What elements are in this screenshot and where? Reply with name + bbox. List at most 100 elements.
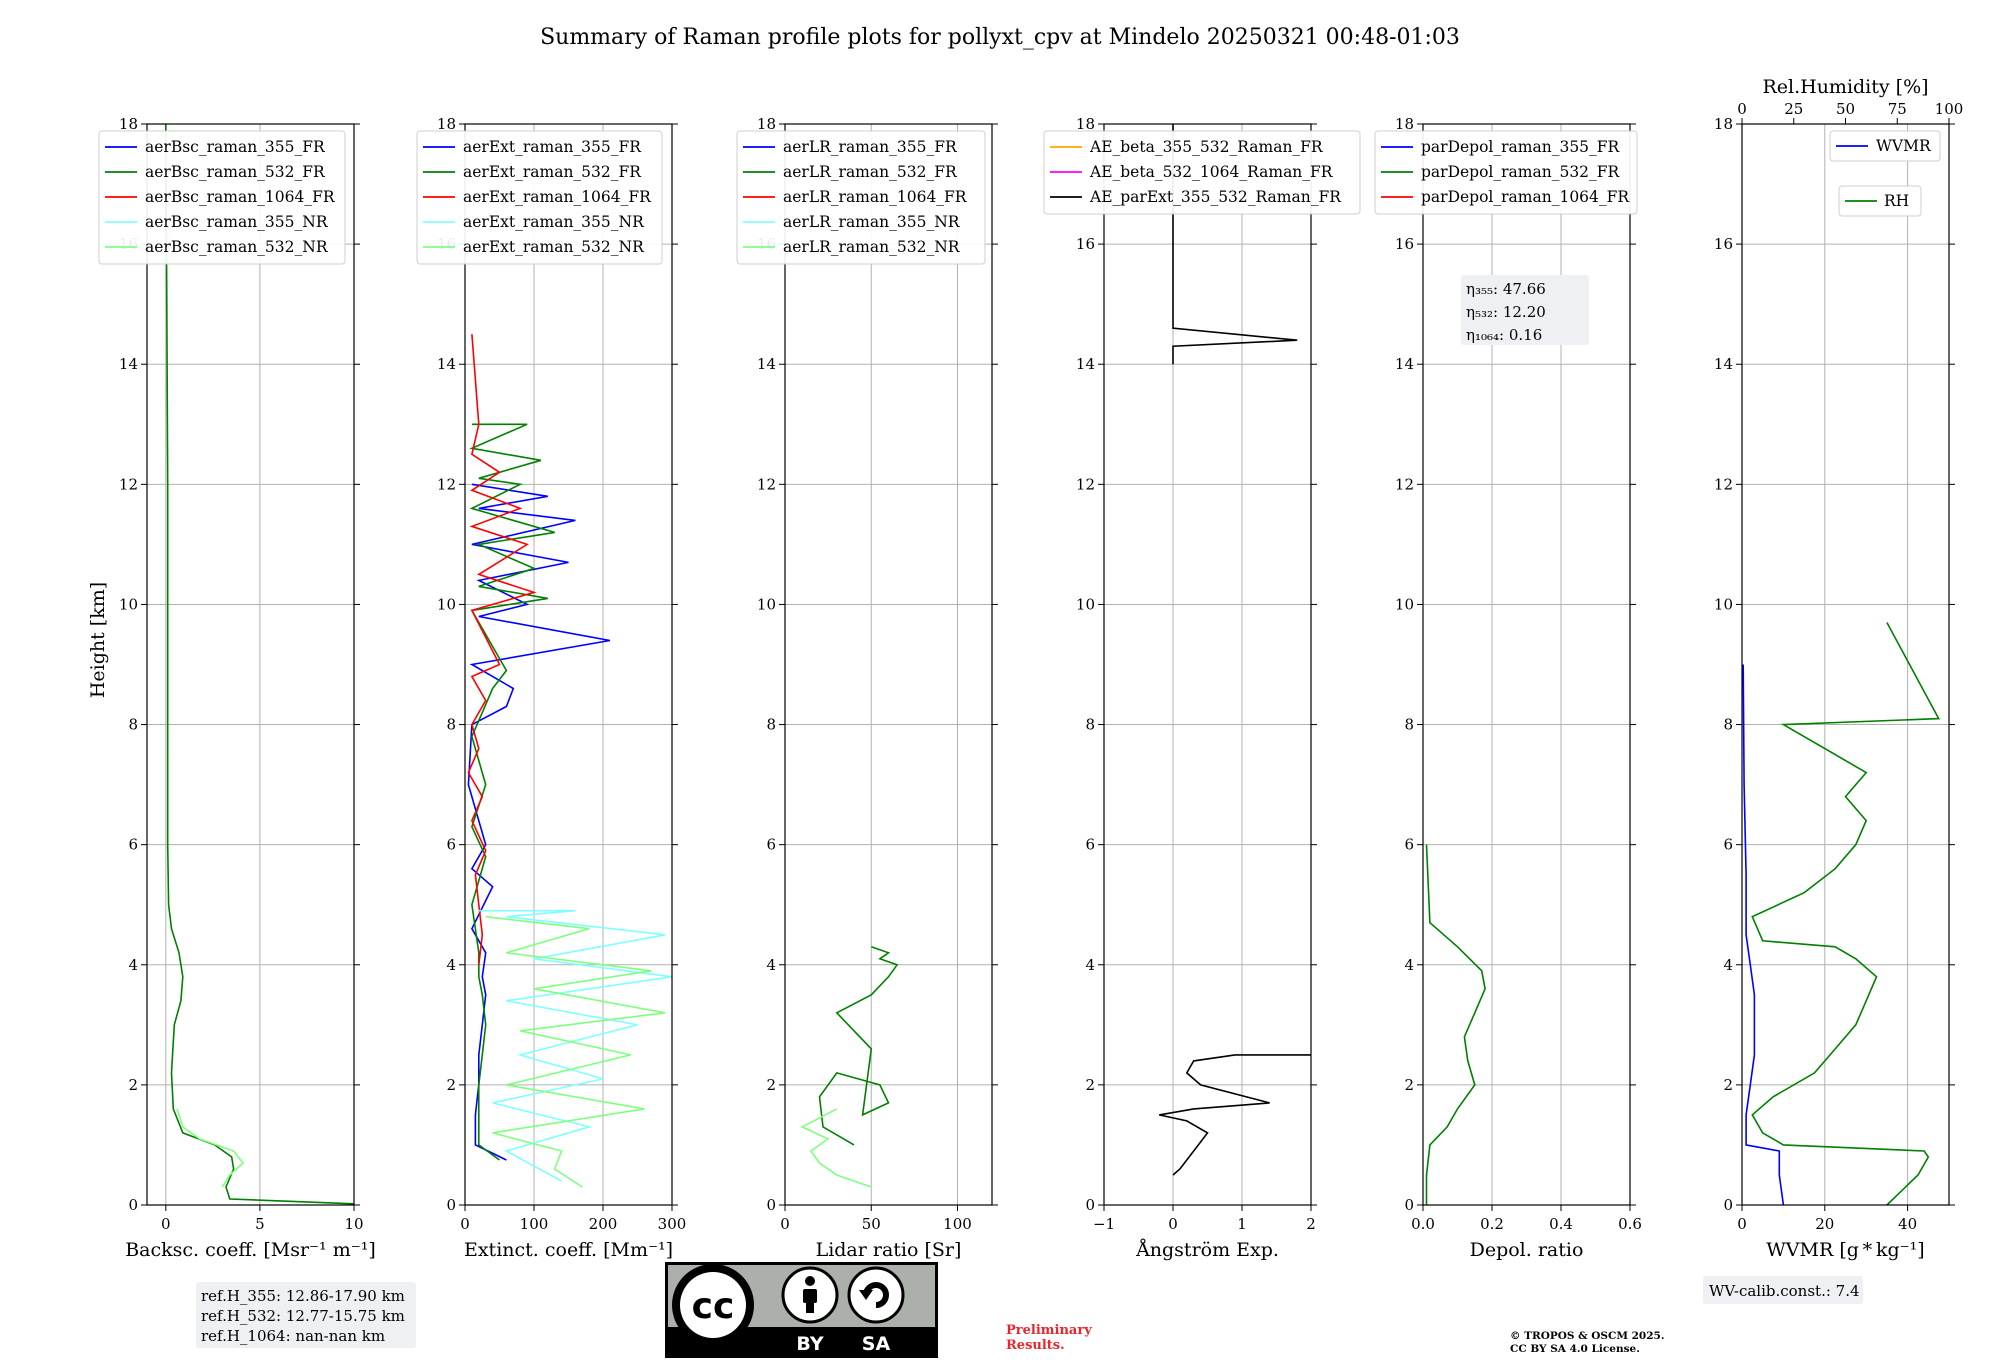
y-tick-label: 10 xyxy=(757,595,776,613)
x-tick-label: 0.4 xyxy=(1549,1215,1573,1233)
legend-label: aerExt_raman_1064_FR xyxy=(463,188,652,206)
legend-ae: AE_beta_355_532_Raman_FR AE_beta_532_1064… xyxy=(1043,130,1361,215)
eta-value: η₃₅₅: 47.66 xyxy=(1466,280,1546,298)
y-tick-label: 18 xyxy=(757,115,776,133)
x-axis-label: Depol. ratio xyxy=(1470,1239,1584,1261)
y-tick-label: 4 xyxy=(128,956,138,974)
plot-frame xyxy=(1741,123,1950,1206)
figure-title: Summary of Raman profile plots for polly… xyxy=(540,25,1460,50)
y-tick-label: 2 xyxy=(766,1076,776,1094)
y-tick-label: 14 xyxy=(1714,355,1733,373)
y-tick-label: 4 xyxy=(1723,956,1733,974)
y-tick-label: 10 xyxy=(1395,595,1414,613)
y-tick-label: 6 xyxy=(1085,836,1095,854)
ref-height-1064: ref.H_1064: nan-nan km xyxy=(201,1327,385,1345)
legend-label: aerBsc_raman_355_NR xyxy=(145,213,329,231)
y-tick-label: 6 xyxy=(766,836,776,854)
y-tick-label: 4 xyxy=(766,956,776,974)
copyright-line2: CC BY SA 4.0 License. xyxy=(1510,1343,1640,1355)
y-tick-label: 0 xyxy=(1085,1196,1095,1214)
cc-by-label: BY xyxy=(796,1333,823,1355)
panel-dep: 0 2 4 6 8 10 12 14 16 18 0.0 0.2 0.4 0.6 Depol. ratio p… xyxy=(1374,115,1642,1261)
x-tick-label: 0.6 xyxy=(1618,1215,1642,1233)
cc-logo-text: cc xyxy=(692,1286,735,1327)
eta-box-bg xyxy=(1461,275,1589,345)
panel-lr: 024681012141618050100Lidar ratio [Sr]aer… xyxy=(736,115,998,1261)
legend-label: aerLR_raman_355_NR xyxy=(783,213,961,231)
cc-license-badge: cc BY SA xyxy=(665,1262,938,1358)
top-x-axis-label: Rel.Humidity [%] xyxy=(1762,76,1928,98)
top-x-tick-label: 100 xyxy=(1935,100,1964,118)
series-line-ext-2 xyxy=(467,334,537,965)
legend-wvmr: WVMR xyxy=(1829,130,1941,162)
y-tick-label: 6 xyxy=(1723,836,1733,854)
x-tick-label: 1 xyxy=(1237,1215,1247,1233)
y-tick-label: 8 xyxy=(1085,716,1095,734)
top-x-tick-label: 0 xyxy=(1737,100,1747,118)
y-tick-label: 18 xyxy=(437,115,456,133)
y-tick-label: 8 xyxy=(1404,716,1414,734)
legend-box xyxy=(736,130,986,265)
x-tick-label: 40 xyxy=(1898,1215,1917,1233)
y-tick-label: 8 xyxy=(128,716,138,734)
x-axis-label: Backsc. coeff. [Msr⁻¹ m⁻¹] xyxy=(125,1239,376,1261)
y-tick-label: 12 xyxy=(1714,475,1733,493)
x-tick-label: 5 xyxy=(255,1215,265,1233)
legend-bsc: aerBsc_raman_355_FR aerBsc_raman_532_FRae… xyxy=(98,130,346,265)
x-tick-label: 0 xyxy=(1737,1215,1747,1233)
preliminary-note-line2: Results. xyxy=(1006,1338,1065,1353)
x-tick-label: 0 xyxy=(780,1215,790,1233)
series-line-ext-1 xyxy=(469,423,555,1161)
series-line-bsc-0 xyxy=(165,123,355,1205)
y-tick-label: 14 xyxy=(1395,355,1414,373)
y-tick-label: 18 xyxy=(119,115,138,133)
y-tick-label: 0 xyxy=(1723,1196,1733,1214)
y-tick-label: 8 xyxy=(1723,716,1733,734)
series-line-wv-1 xyxy=(1751,622,1941,1206)
y-tick-label: 6 xyxy=(446,836,456,854)
panel-bsc: 0246810121416180510Backsc. coeff. [Msr⁻¹… xyxy=(98,115,376,1261)
y-tick-label: 14 xyxy=(437,355,456,373)
y-tick-label: 2 xyxy=(1723,1076,1733,1094)
x-axis-label: WVMR [g * kg⁻¹] xyxy=(1766,1239,1924,1261)
series-line-dep-0 xyxy=(1425,844,1486,1205)
legend-ext: aerExt_raman_355_FR aerExt_raman_532_FRae… xyxy=(416,130,663,265)
x-tick-label: 100 xyxy=(943,1215,972,1233)
y-tick-label: 12 xyxy=(1395,475,1414,493)
legend-label: aerLR_raman_355_FR xyxy=(783,138,958,156)
legend-label: aerBsc_raman_532_NR xyxy=(145,238,329,256)
attribution-icon xyxy=(781,1266,839,1324)
wv-calib-box: WV-calib.const.: 7.4 xyxy=(1703,1276,1863,1304)
legend-box xyxy=(416,130,663,265)
x-axis-label: Lidar ratio [Sr] xyxy=(816,1239,962,1261)
cc-sa-label: SA xyxy=(862,1333,891,1355)
y-tick-label: 0 xyxy=(766,1196,776,1214)
top-x-tick-label: 75 xyxy=(1888,100,1907,118)
legend-label: AE_parExt_355_532_Raman_FR xyxy=(1089,188,1342,206)
plot-frame xyxy=(784,123,993,1206)
legend-rh: RH xyxy=(1838,185,1922,217)
y-tick-label: 2 xyxy=(1085,1076,1095,1094)
legend-box xyxy=(98,130,346,265)
x-tick-label: 100 xyxy=(520,1215,549,1233)
x-tick-label: 50 xyxy=(862,1215,881,1233)
plot-frame xyxy=(1103,123,1312,1206)
legend-label: aerExt_raman_532_NR xyxy=(463,238,645,256)
share-alike-icon xyxy=(847,1266,905,1324)
wv-calib-text: WV-calib.const.: 7.4 xyxy=(1709,1282,1860,1300)
y-tick-label: 14 xyxy=(119,355,138,373)
preliminary-note-line1: Preliminary xyxy=(1006,1323,1092,1338)
series-line-ae-0 xyxy=(1159,1054,1311,1176)
legend-label: aerBsc_raman_532_FR xyxy=(145,163,326,181)
y-tick-label: 2 xyxy=(128,1076,138,1094)
y-tick-label: 0 xyxy=(446,1196,456,1214)
series-line-ae-1 xyxy=(1172,124,1298,365)
x-tick-label: 2 xyxy=(1306,1215,1316,1233)
panel-ext: 0246810121416180100200300Extinct. coeff.… xyxy=(416,115,686,1261)
legend-dep: parDepol_raman_355_FR parDepol_raman_532_… xyxy=(1374,130,1638,215)
axes-layer: 0246810121416180510Backsc. coeff. [Msr⁻¹… xyxy=(98,76,1963,1261)
legend-label: aerExt_raman_355_NR xyxy=(463,213,645,231)
